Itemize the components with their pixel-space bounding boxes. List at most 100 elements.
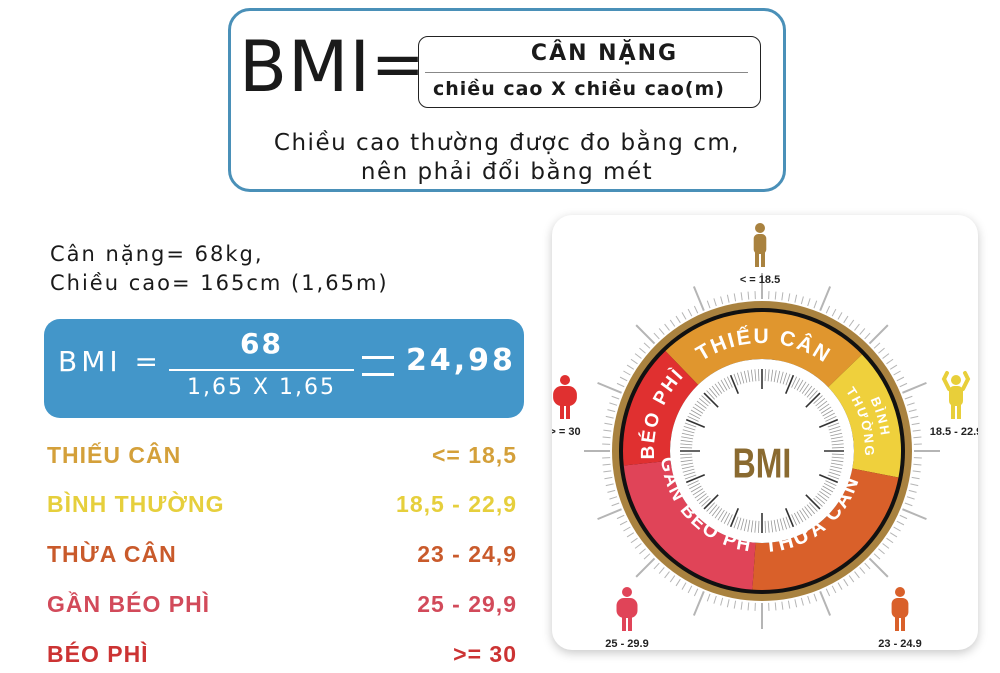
category-row: GẦN BÉO PHÌ 25 - 29,9	[47, 591, 517, 623]
formula-note: Chiều cao thường được đo bằng cm, nên ph…	[231, 129, 783, 187]
figure-head	[622, 587, 632, 597]
outer-tick-mark	[620, 377, 627, 381]
figure-range-label: 18.5 - 22.9	[930, 426, 978, 438]
note-line-1: Chiều cao thường được đo bằng cm,	[231, 129, 783, 158]
outer-tick-mark	[606, 416, 614, 418]
outer-tick-mark	[612, 396, 620, 399]
outer-tick-mark	[644, 554, 650, 559]
figure-body	[553, 386, 577, 406]
figure-body	[617, 598, 638, 618]
figure-range-label: > = 30	[552, 426, 581, 438]
calc-result: 24,98	[406, 343, 516, 378]
outer-tick-mark	[727, 599, 729, 607]
formula-box: BMI = CÂN NẶNG chiều cao X chiều cao(m) …	[228, 8, 786, 192]
category-label: BÌNH THƯỜNG	[47, 491, 224, 517]
outer-tick-mark	[795, 295, 797, 303]
outer-tick-mark	[609, 403, 617, 405]
note-line-2: nên phải đổi bằng mét	[231, 158, 783, 187]
outer-tick-mark	[734, 601, 735, 609]
outer-tick-mark	[844, 579, 848, 586]
example-given: Cân nặng= 68kg, Chiều cao= 165cm (1,65m)	[50, 240, 389, 298]
figure-leg	[901, 615, 905, 631]
inner-tick-mark	[758, 521, 759, 533]
outer-tick-mark	[887, 538, 894, 543]
outer-tick-mark	[897, 377, 904, 381]
outer-tick-mark	[907, 403, 915, 405]
inner-tick-mark	[680, 454, 692, 455]
outer-tick-mark	[907, 497, 915, 499]
category-range: 18,5 - 22,9	[396, 491, 517, 518]
outer-tick-mark	[694, 589, 697, 596]
outer-tick-mark	[639, 549, 645, 554]
outer-tick-mark	[865, 563, 870, 569]
outer-tick-mark	[878, 348, 884, 353]
outer-tick-mark	[782, 602, 783, 610]
outer-tick-mark	[607, 490, 615, 492]
outer-tick-mark	[808, 298, 810, 306]
outer-tick-mark	[707, 594, 710, 602]
figure-leg	[560, 403, 564, 419]
outer-tick-mark	[623, 371, 630, 375]
calculation-box: BMI = 68 1,65 X 1,65 24,98	[44, 319, 524, 418]
outer-tick-mark	[878, 549, 884, 554]
inner-tick-mark	[765, 521, 766, 533]
calc-fraction-line	[169, 369, 354, 371]
outer-tick-mark	[808, 596, 810, 604]
figure-range-label: 25 - 29.9	[605, 638, 648, 650]
figure-head	[951, 375, 961, 385]
outer-tick-mark	[636, 325, 654, 343]
outer-tick-mark	[631, 359, 638, 364]
fit-person-icon	[944, 373, 968, 419]
outer-tick-mark	[676, 316, 680, 323]
outer-tick-mark	[909, 490, 917, 492]
outer-tick-mark	[849, 576, 854, 583]
outer-tick-mark	[855, 324, 860, 330]
outer-tick-mark	[913, 471, 921, 472]
outer-tick-mark	[869, 325, 887, 343]
outer-tick-mark	[688, 586, 692, 593]
outer-tick-mark	[814, 594, 817, 602]
outer-tick-mark	[603, 437, 611, 438]
outer-tick-mark	[775, 292, 776, 300]
inner-tick-mark	[832, 447, 844, 448]
formula-equals: =	[371, 25, 425, 105]
outer-tick-mark	[832, 586, 836, 593]
outer-tick-mark	[665, 324, 670, 330]
category-label: GẦN BÉO PHÌ	[47, 591, 210, 617]
outer-tick-mark	[788, 293, 789, 301]
outer-tick-mark	[682, 312, 686, 319]
outer-tick-mark	[627, 365, 634, 369]
outer-tick-mark	[607, 410, 615, 412]
outer-tick-mark	[887, 359, 894, 364]
category-range: 25 - 29,9	[417, 591, 517, 618]
outer-tick-mark	[612, 503, 620, 506]
outer-tick-mark	[635, 544, 641, 549]
outer-tick-mark	[795, 599, 797, 607]
outer-tick-mark	[627, 533, 634, 537]
figure-leg	[951, 403, 955, 419]
figure-head	[755, 223, 765, 233]
category-range: 23 - 24,9	[417, 541, 517, 568]
calc-denominator: 1,65 X 1,65	[169, 375, 354, 400]
category-label: BÉO PHÌ	[47, 641, 149, 667]
outer-tick-mark	[905, 503, 913, 506]
outer-tick-mark	[869, 558, 887, 576]
formula-bmi: BMI	[239, 27, 371, 107]
outer-tick-mark	[912, 477, 920, 478]
outer-tick-mark	[682, 583, 686, 590]
outer-tick-mark	[865, 333, 870, 339]
figure-leg	[895, 615, 899, 631]
calc-numerator: 68	[169, 327, 354, 360]
outer-tick-mark	[670, 320, 675, 327]
category-label: THIẾU CÂN	[47, 442, 181, 468]
formula-numerator: CÂN NẶNG	[419, 41, 760, 66]
outer-tick-mark	[913, 437, 921, 438]
outer-tick-mark	[788, 601, 789, 609]
figure-leg	[622, 615, 626, 631]
figure-leg	[755, 251, 759, 267]
outer-tick-mark	[604, 423, 612, 424]
outer-tick-mark	[900, 383, 907, 386]
formula-fraction: CÂN NẶNG chiều cao X chiều cao(m)	[418, 36, 761, 108]
